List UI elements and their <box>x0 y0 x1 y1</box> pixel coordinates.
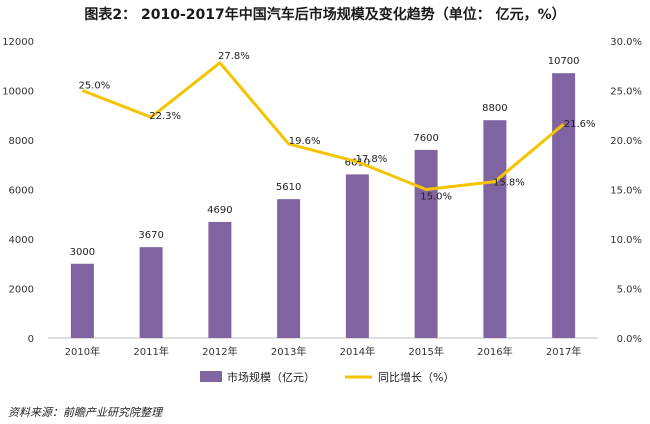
x-tick-label: 2015年 <box>408 345 443 358</box>
x-tick-label: 2016年 <box>477 345 512 358</box>
line-data-label: 15.8% <box>493 178 525 189</box>
line-data-label: 27.8% <box>218 51 250 62</box>
line-data-label: 19.6% <box>289 136 321 147</box>
y-left-tick-label: 0 <box>28 334 34 345</box>
y-left-tick-label: 6000 <box>9 186 34 197</box>
source-note: 资料来源：前瞻产业研究院整理 <box>8 406 162 419</box>
line-data-label: 25.0% <box>78 81 110 92</box>
y-right-tick-label: 5.0% <box>617 285 642 296</box>
y-right-tick-label: 25.0% <box>610 87 642 98</box>
bar <box>70 263 94 338</box>
y-left-tick-label: 4000 <box>9 235 34 246</box>
bar-data-label: 4690 <box>207 205 232 216</box>
y-left-tick-label: 10000 <box>2 87 34 98</box>
y-right-tick-label: 30.0% <box>610 37 642 48</box>
bar <box>552 73 576 339</box>
y-left-axis: 0 2000 4000 6000 8000 10000 12000 <box>2 37 34 345</box>
x-tick-label: 2013年 <box>271 345 306 358</box>
bar <box>483 120 507 338</box>
line-data-labels: 25.0% 22.3% 27.8% 19.6% 17.8% 15.0% 15.8% 21.6% <box>78 51 595 203</box>
bar <box>277 199 301 338</box>
y-right-tick-label: 15.0% <box>610 186 642 197</box>
line-data-label: 15.0% <box>420 192 452 203</box>
y-right-axis: 0.0% 5.0% 10.0% 15.0% 20.0% 25.0% 30.0% <box>610 37 642 345</box>
x-tick-label: 2012年 <box>202 345 237 358</box>
y-right-tick-label: 20.0% <box>610 136 642 147</box>
legend-bar-swatch <box>200 371 222 382</box>
y-left-tick-label: 8000 <box>9 136 34 147</box>
x-tick-label: 2010年 <box>65 345 100 358</box>
legend-line-label: 同比增长（%） <box>378 370 454 384</box>
y-left-tick-label: 2000 <box>9 285 34 296</box>
bar-data-label: 5610 <box>276 182 301 193</box>
bar-data-label: 3670 <box>138 230 163 241</box>
bar-data-label: 3000 <box>70 247 95 258</box>
x-tick-label: 2011年 <box>133 345 168 358</box>
line-data-label: 22.3% <box>149 111 181 122</box>
x-axis: 2010年 2011年 2012年 2013年 2014年 2015年 2016年 2017年 <box>65 345 582 358</box>
bar <box>345 174 369 338</box>
line-data-label: 17.8% <box>355 154 387 165</box>
legend: 市场规模（亿元） 同比增长（%） <box>200 370 454 384</box>
y-right-tick-label: 0.0% <box>617 334 642 345</box>
bar-data-label: 8800 <box>482 103 507 114</box>
y-right-tick-label: 10.0% <box>610 235 642 246</box>
x-tick-label: 2014年 <box>340 345 375 358</box>
y-left-tick-label: 12000 <box>2 37 34 48</box>
bar <box>139 247 163 338</box>
chart-title: 图表2： 2010-2017年中国汽车后市场规模及变化趋势（单位： 亿元，%） <box>84 7 566 23</box>
bar-series <box>70 73 576 339</box>
x-tick-label: 2017年 <box>546 345 581 358</box>
bar-data-label: 10700 <box>548 56 580 67</box>
line-data-label: 21.6% <box>564 119 596 130</box>
bar-data-label: 7600 <box>413 133 438 144</box>
legend-bar-label: 市场规模（亿元） <box>227 370 315 384</box>
bar <box>414 149 438 338</box>
growth-line <box>81 61 565 191</box>
bar <box>208 221 232 338</box>
